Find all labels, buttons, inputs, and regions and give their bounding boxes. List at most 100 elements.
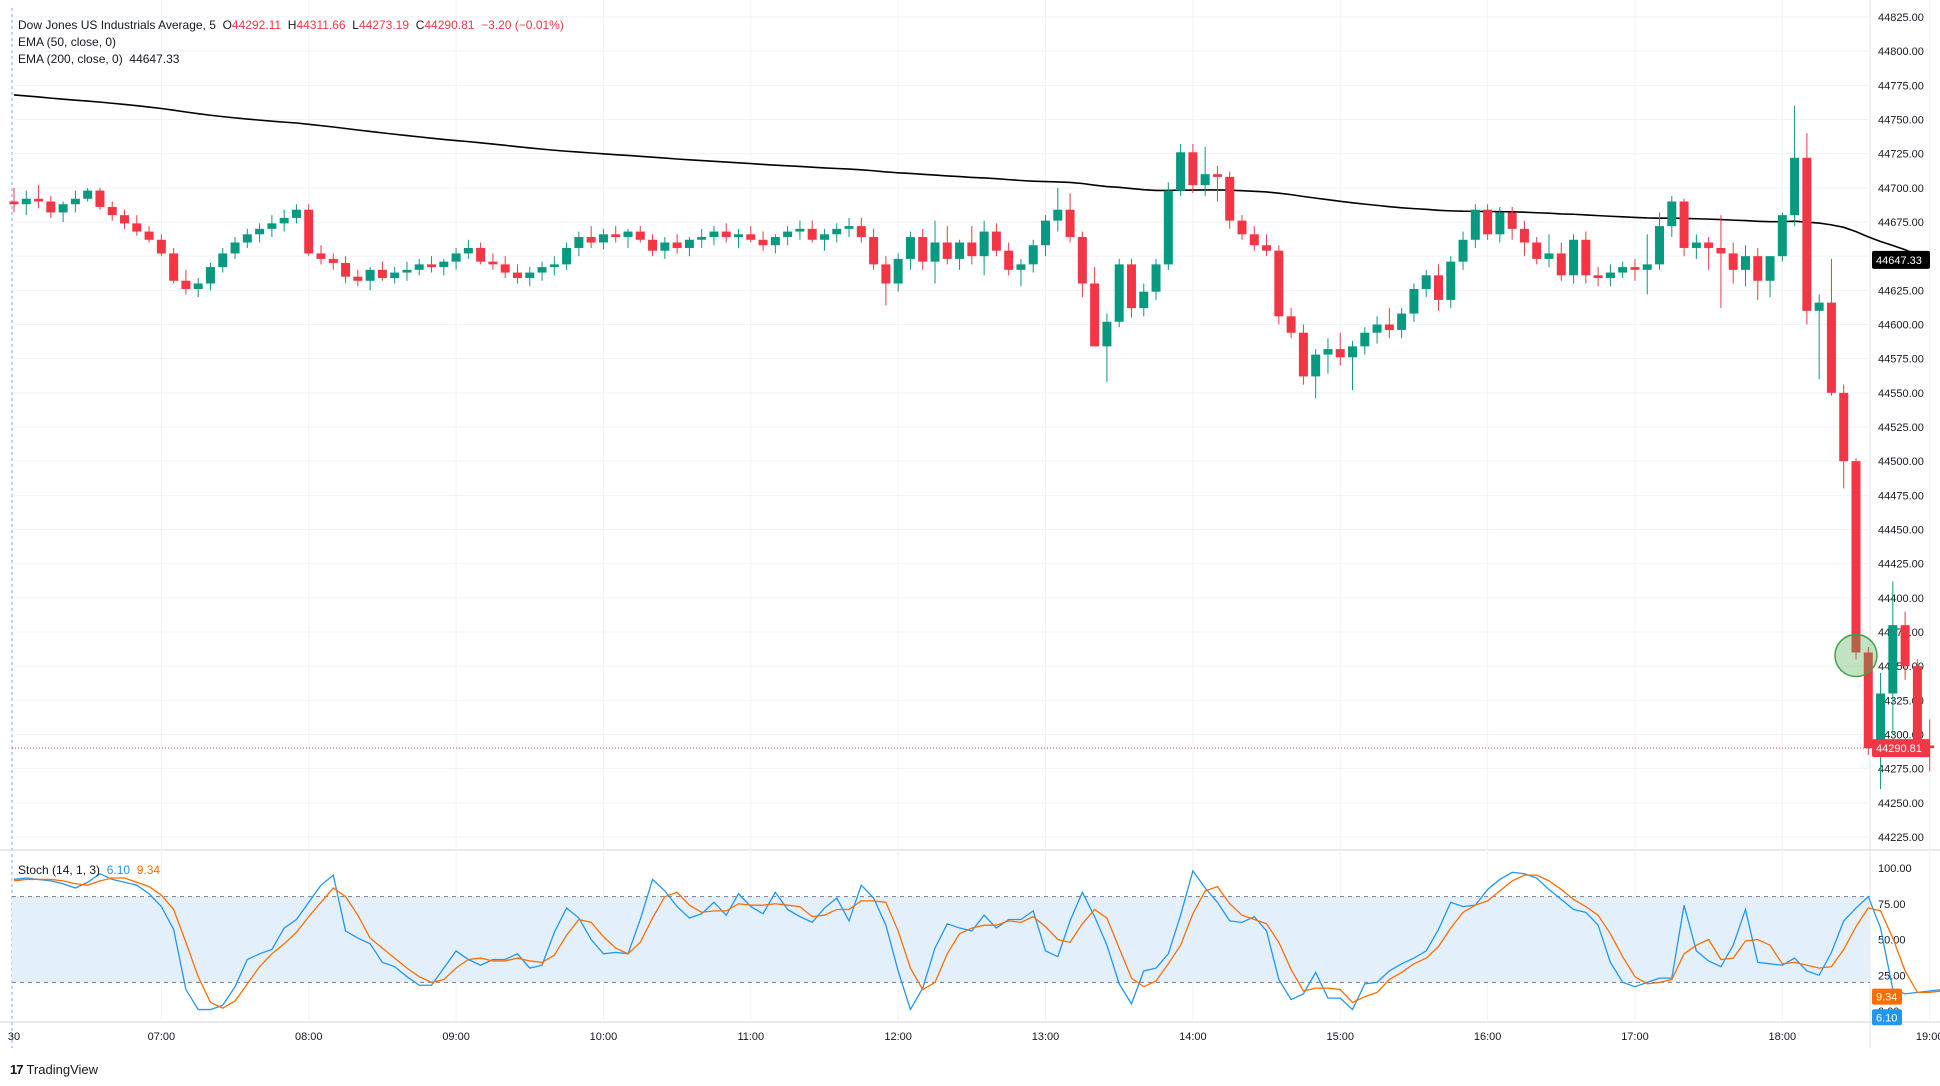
candle (390, 267, 400, 284)
candle (598, 228, 608, 250)
stoch-k-tag (1872, 1009, 1902, 1026)
candle-body (844, 226, 854, 229)
candle (427, 256, 437, 273)
candle-body (1814, 302, 1824, 311)
candle-body (1348, 346, 1358, 358)
candle-body (1139, 291, 1149, 309)
tradingview-brand[interactable]: 17 TradingView (10, 1062, 98, 1077)
price-tick-label: 44625.00 (1878, 285, 1924, 297)
candle-body (1826, 302, 1836, 393)
ema-price-tag (1872, 250, 1930, 269)
candle-body (1323, 349, 1333, 355)
candle-body (918, 237, 928, 262)
candle-body (1495, 212, 1505, 235)
candle (328, 253, 338, 270)
candle (1470, 204, 1480, 248)
candle (758, 231, 768, 251)
price-tick-label: 44825.00 (1878, 12, 1924, 24)
candle (1691, 234, 1701, 259)
candle-body (1581, 239, 1591, 276)
candle-body (1544, 253, 1554, 259)
candle (1753, 247, 1763, 300)
candle-body (500, 264, 510, 273)
open-value: 44292.11 (231, 18, 282, 32)
time-tick-label: 16:00 (1474, 1031, 1502, 1043)
highlight-circle (1834, 633, 1878, 678)
candle-body (390, 272, 400, 279)
candle (648, 234, 658, 257)
candle (586, 226, 596, 248)
price-tick-label: 44600.00 (1878, 320, 1924, 332)
candle (955, 239, 965, 270)
candle (1176, 144, 1186, 197)
candle (1544, 234, 1554, 268)
candle-body (1041, 220, 1051, 246)
candle-body (476, 247, 486, 262)
candle-body (1053, 209, 1063, 221)
candle-body (1274, 250, 1284, 317)
time-tick-label: 15:00 (1326, 1031, 1354, 1043)
price-tick-label: 44450.00 (1878, 525, 1924, 537)
candle-body (1446, 261, 1456, 300)
candle (697, 228, 707, 248)
candle-body (1753, 256, 1763, 281)
time-tick-label: 18:00 (1769, 1031, 1797, 1043)
candle-body (635, 231, 645, 240)
candle-body (1777, 215, 1787, 257)
stoch-d-tag-label: 9.34 (1876, 992, 1897, 1004)
candle (1102, 313, 1112, 382)
candle (1298, 324, 1308, 385)
time-tick-label: 09:00 (442, 1031, 470, 1043)
candle-body (132, 223, 142, 232)
candle (476, 242, 486, 265)
close-value: 44290.81 (424, 18, 475, 32)
candle-body (1519, 228, 1529, 243)
candle (1888, 581, 1898, 735)
candle-body (21, 198, 31, 205)
candle (1704, 237, 1714, 270)
candle-body (463, 247, 473, 254)
candle-body (512, 272, 522, 279)
candle-body (1372, 324, 1382, 333)
symbol-name: Dow Jones US Industrials Average (18, 18, 203, 32)
candle (905, 231, 915, 270)
candle (1716, 215, 1726, 309)
candle (34, 185, 44, 209)
candle (107, 201, 117, 221)
candle (1311, 349, 1321, 399)
candle (132, 215, 142, 236)
candle (1041, 215, 1051, 257)
candle-body (46, 201, 56, 213)
candle (451, 247, 461, 270)
candle (58, 201, 68, 222)
candle (255, 223, 265, 243)
price-tick-label: 44325.00 (1878, 695, 1924, 707)
price-tick-label: 44525.00 (1878, 422, 1924, 434)
candle-body (1507, 212, 1517, 229)
candle (500, 256, 510, 279)
candle (1163, 182, 1173, 270)
candle (881, 256, 891, 306)
candle (414, 258, 424, 276)
candle (463, 239, 473, 259)
candle (1262, 234, 1272, 257)
candle-body (574, 237, 584, 248)
candle (9, 187, 19, 213)
candle-body (1335, 349, 1345, 358)
candle (21, 190, 31, 216)
candle (1593, 267, 1603, 287)
candle (893, 253, 903, 292)
candle (721, 223, 731, 243)
candle-body (549, 264, 559, 268)
candle (734, 228, 744, 248)
candle (218, 247, 228, 273)
candle-body (1360, 332, 1370, 347)
candle (1372, 316, 1382, 344)
candle (1151, 258, 1161, 300)
candle (1765, 256, 1775, 298)
candle-body (1790, 157, 1800, 216)
candle-body (525, 272, 535, 279)
candle (549, 256, 559, 276)
candle (156, 234, 166, 257)
